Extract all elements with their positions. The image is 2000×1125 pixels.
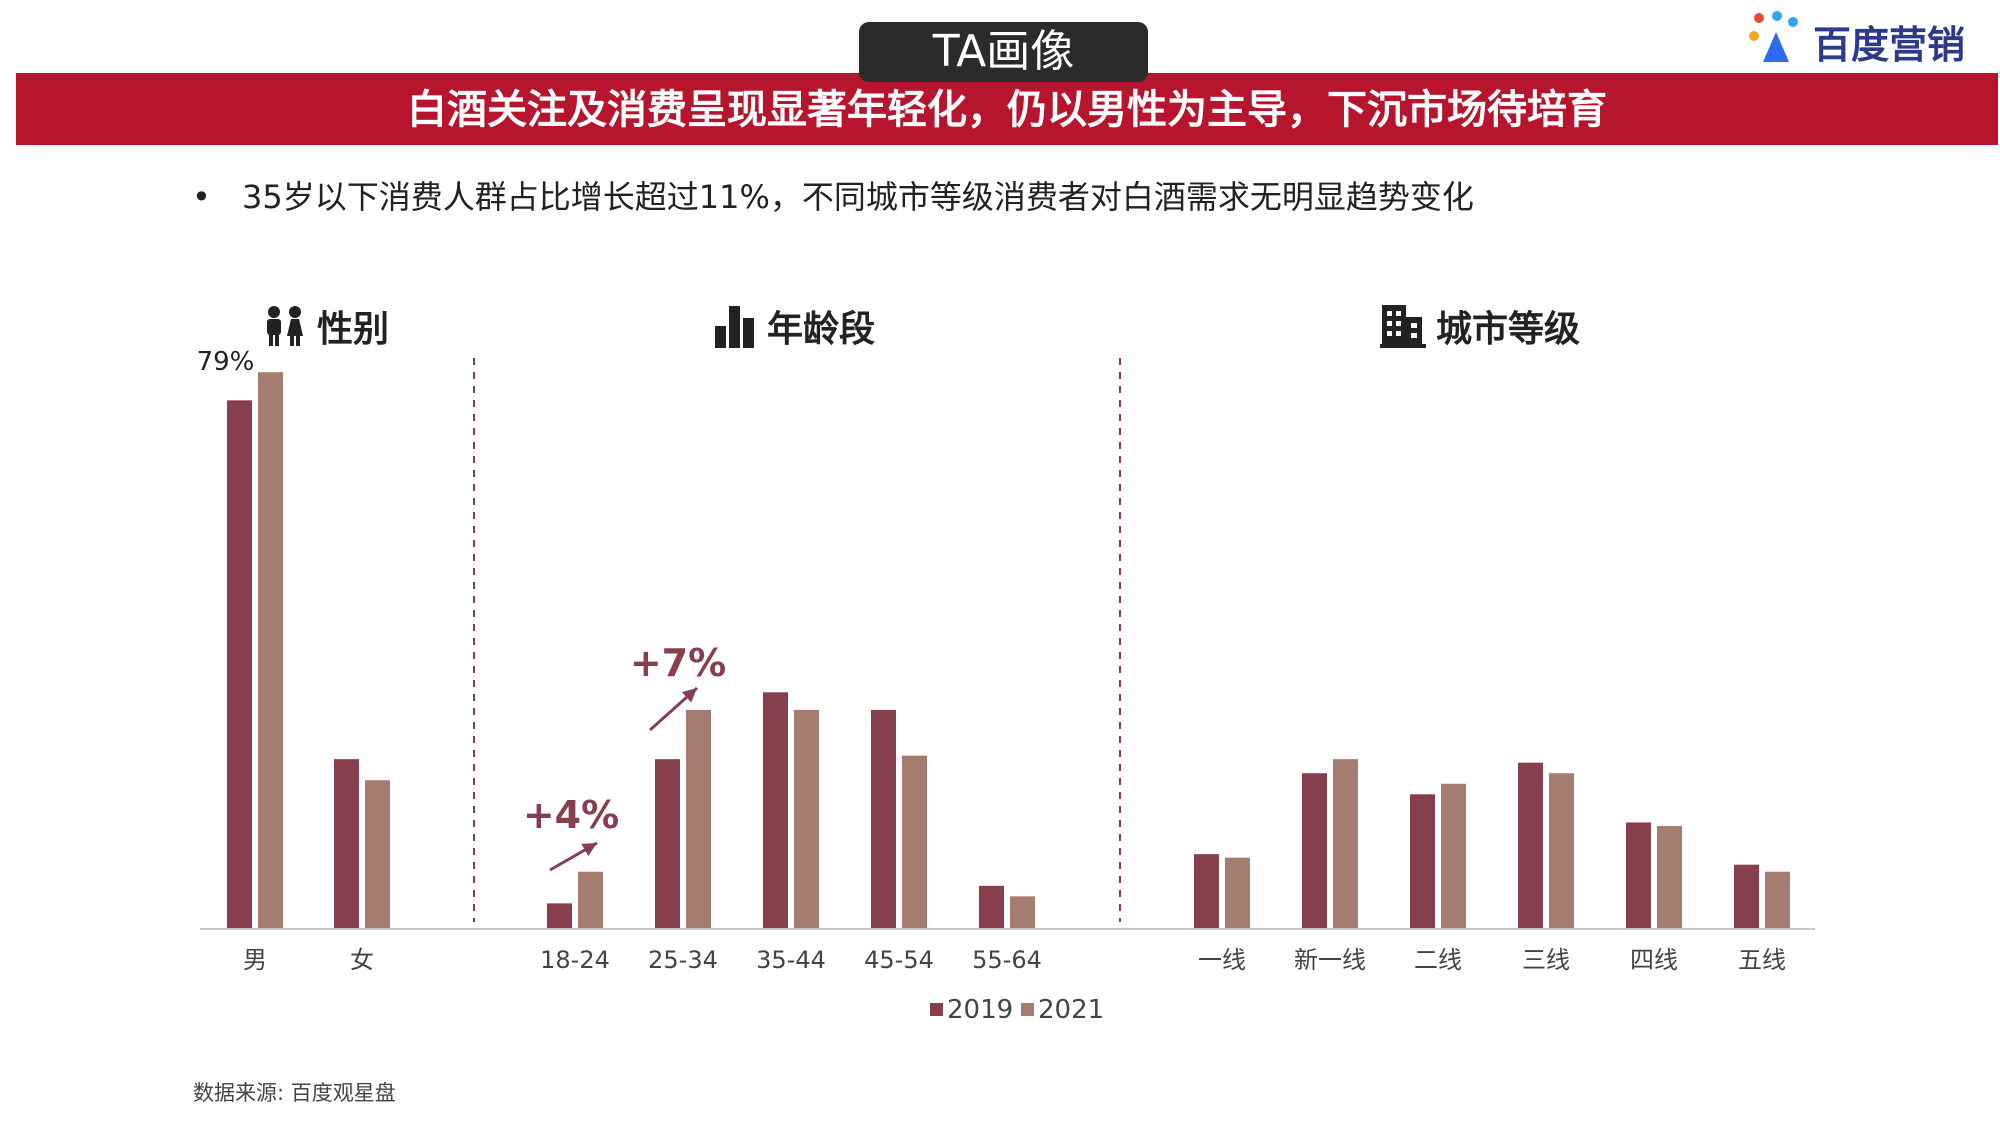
bar-age-2019 [655, 759, 680, 928]
bar-city-2019 [1518, 762, 1543, 928]
section-gender-header: 性别 [263, 300, 389, 350]
bar-city-2021 [1333, 759, 1358, 928]
x-tick-label: 35-44 [756, 946, 826, 974]
legend-label: 2021 [1038, 995, 1104, 1025]
x-tick-label: 男 [243, 946, 267, 974]
bar-age-2021 [1010, 896, 1035, 928]
x-tick-labels: 男 女 18-24 25-34 35-44 45-54 55-64 一线 新一线 二线 三线 四线 五线 [243, 946, 1786, 974]
x-tick-label: 五线 [1738, 946, 1786, 974]
bar-age-2019 [979, 885, 1004, 928]
bar-chart-icon [715, 306, 754, 348]
bar-age-2021 [794, 709, 819, 928]
legend-swatch [930, 1003, 943, 1016]
x-tick-label: 新一线 [1294, 946, 1366, 974]
section-age-title: 年龄段 [767, 309, 876, 350]
bar-city-2019 [1734, 864, 1759, 928]
x-tick-label: 三线 [1522, 946, 1570, 974]
bar-age-2019 [763, 692, 788, 928]
data-source-note: 数据来源: 百度观星盘 [193, 1081, 396, 1105]
bar-age-2019 [871, 709, 896, 928]
section-gender-title: 性别 [317, 309, 390, 350]
brand-logo-text: 百度营销 [1813, 23, 1966, 67]
growth-arrow-head [581, 843, 597, 857]
growth-annotation: +7% [630, 641, 726, 685]
x-tick-label: 18-24 [540, 946, 610, 974]
x-tick-label: 55-64 [972, 946, 1042, 974]
legend: 2019 2021 [930, 995, 1104, 1025]
bar-city-2021 [1657, 825, 1682, 928]
x-tick-label: 一线 [1198, 946, 1246, 974]
title-badge: TA画像 [859, 22, 1148, 82]
data-label: 79% [197, 347, 255, 377]
bar-city-2019 [1302, 773, 1327, 928]
headline-banner: 白酒关注及消费呈现显著年轻化，仍以男性为主导，下沉市场待培育 [16, 73, 1998, 145]
bar-age-2019 [547, 903, 572, 928]
legend-swatch [1021, 1003, 1034, 1016]
bar-gender-2021 [258, 372, 283, 928]
brand-logo: 百度营销 [1745, 10, 1985, 68]
growth-annotation: +4% [523, 793, 619, 837]
bar-age-2021 [578, 871, 603, 928]
section-age-header: 年龄段 [713, 300, 875, 350]
bar-city-2019 [1410, 794, 1435, 928]
people-icon [267, 306, 303, 346]
bar-age-2021 [686, 709, 711, 928]
bar-gender-2019 [227, 400, 252, 929]
bar-city-2021 [1549, 773, 1574, 928]
building-icon [1380, 305, 1426, 348]
section-city-title: 城市等级 [1436, 309, 1581, 350]
bullet-marker: • [192, 178, 211, 216]
bar-city-2021 [1441, 783, 1466, 928]
x-tick-label: 四线 [1630, 946, 1678, 974]
x-tick-label: 二线 [1414, 946, 1462, 974]
summary-bullet: • 35岁以下消费人群占比增长超过11%，不同城市等级消费者对白酒需求无明显趋势变… [192, 172, 1474, 218]
bars-layer: 79% [197, 347, 1790, 929]
x-tick-label: 45-54 [864, 946, 934, 974]
bar-gender-2019 [334, 759, 359, 928]
bar-age-2021 [902, 755, 927, 928]
x-tick-label: 女 [350, 946, 374, 974]
annotations-layer: +4% +7% [523, 641, 726, 872]
baidu-paw-icon [1749, 11, 1798, 62]
section-city-header: 城市等级 [1380, 300, 1580, 350]
growth-arrow-head [681, 688, 697, 703]
legend-label: 2019 [947, 995, 1013, 1025]
bar-city-2021 [1225, 857, 1250, 928]
x-tick-label: 25-34 [648, 946, 718, 974]
bar-city-2021 [1765, 871, 1790, 928]
bar-city-2019 [1626, 822, 1651, 928]
bar-gender-2021 [365, 780, 390, 928]
summary-text: 35岁以下消费人群占比增长超过11%，不同城市等级消费者对白酒需求无明显趋势变化 [242, 178, 1474, 216]
bar-city-2019 [1194, 854, 1219, 928]
